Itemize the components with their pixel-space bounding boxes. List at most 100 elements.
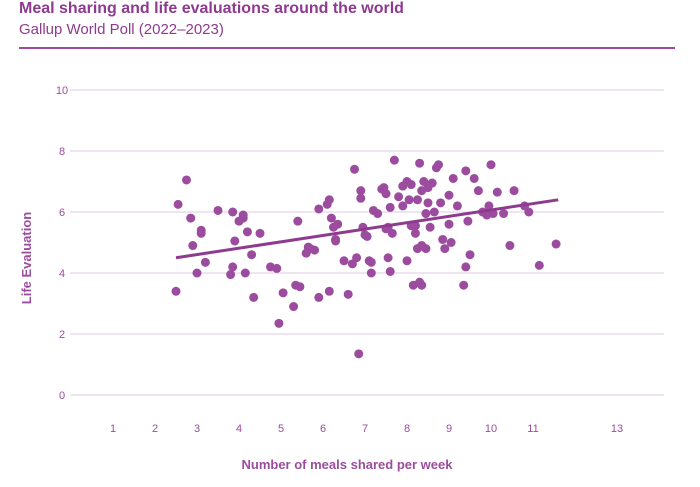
data-point [314,292,324,302]
x-tick-label: 9 [446,423,452,435]
data-point [293,216,303,226]
data-point [461,262,471,272]
data-point [438,234,448,244]
data-point [436,198,446,208]
chart-subtitle: Gallup World Poll (2022–2023) [19,21,224,38]
data-point [425,222,435,232]
data-point [356,193,366,203]
data-point [173,199,183,209]
data-point [366,268,376,278]
y-tick-label: 2 [59,329,65,341]
data-point [452,201,462,211]
data-point [324,286,334,296]
data-point [444,190,454,200]
data-point [289,302,299,312]
x-tick-label: 3 [194,423,200,435]
data-point [255,228,265,238]
data-point [524,207,534,217]
x-tick-label: 8 [404,423,410,435]
data-point [213,205,223,215]
data-point [421,209,431,219]
chart-title: Meal sharing and life evaluations around… [19,0,404,17]
data-point [415,158,425,168]
data-point [389,155,399,165]
data-point [440,244,450,254]
y-tick-label: 10 [56,85,68,97]
x-tick-label: 13 [611,423,623,435]
data-points [171,155,561,359]
data-point [242,227,252,237]
data-point [272,263,282,273]
data-point [278,288,288,298]
data-point [182,175,191,185]
data-point [326,213,336,223]
x-tick-label: 4 [236,423,242,435]
data-point [394,192,404,202]
data-point [465,250,475,260]
data-point [230,236,240,246]
data-point [417,280,427,290]
trend-line [175,198,559,260]
header-divider [19,47,675,49]
data-point [373,209,383,219]
data-point [200,257,210,267]
y-axis-label: Life Evaluation [19,212,34,305]
data-point [385,202,395,212]
data-point [387,228,397,238]
data-point [366,257,376,267]
data-point [331,236,341,246]
x-tick-label: 10 [485,423,497,435]
x-tick-label: 1 [110,423,116,435]
data-point [534,260,544,270]
data-point [274,318,284,328]
data-point [459,280,469,290]
data-point [444,219,454,229]
data-point [499,209,509,219]
data-point [247,250,257,260]
data-point [356,186,366,196]
x-tick-label: 11 [527,423,538,435]
y-tick-label: 8 [59,146,65,158]
data-point [333,219,343,229]
data-point [484,201,494,211]
data-point [427,178,437,188]
data-point [402,256,412,266]
data-point [188,241,198,251]
data-point [240,268,250,278]
data-point [310,245,320,255]
data-point [423,198,433,208]
data-point [192,268,202,278]
data-point [383,253,393,263]
data-point [314,204,324,214]
data-point [492,187,502,197]
data-point [463,216,473,226]
data-point [385,266,395,276]
data-point [186,213,196,223]
data-point [509,186,519,196]
data-point [429,207,439,217]
data-point [196,228,206,238]
data-point [228,262,238,272]
data-point [352,253,362,263]
data-point [434,160,443,170]
x-tick-label: 2 [152,423,158,435]
data-point [398,201,408,211]
data-point [486,160,496,170]
data-point [473,186,483,196]
data-point [362,231,372,241]
data-point [417,241,427,251]
grid-lines [70,89,664,396]
data-point [354,349,364,359]
data-point [413,195,422,205]
data-point [339,256,349,266]
data-point [249,292,259,302]
data-point [295,282,305,292]
x-tick-label: 5 [278,423,284,435]
data-point [238,213,248,223]
data-point [410,221,420,231]
y-tick-label: 4 [59,268,65,280]
data-point [324,195,334,205]
x-tick-label: 7 [362,423,368,435]
x-tick-label: 6 [320,423,326,435]
